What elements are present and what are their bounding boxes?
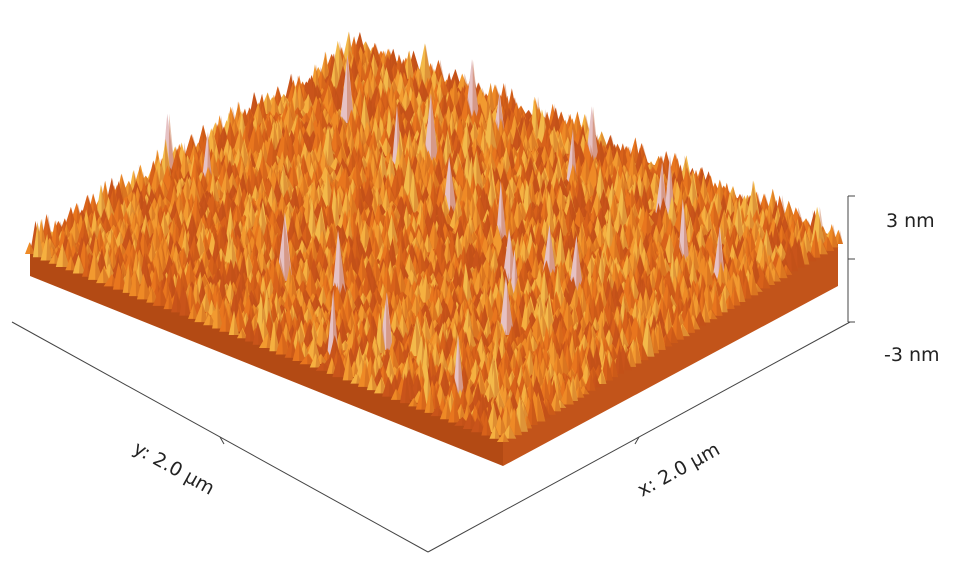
surface-part bbox=[461, 86, 469, 112]
surface-part bbox=[346, 53, 355, 124]
surface-part bbox=[274, 94, 281, 118]
surface-part bbox=[361, 139, 368, 163]
surface-part bbox=[319, 51, 330, 80]
surface-part bbox=[359, 94, 373, 137]
surface-part bbox=[320, 177, 328, 187]
surface-part bbox=[212, 151, 220, 179]
surface-part bbox=[482, 111, 498, 152]
surface-part bbox=[275, 134, 292, 161]
surface-part bbox=[269, 94, 281, 118]
surface-part bbox=[459, 95, 474, 125]
surface-part bbox=[179, 149, 191, 179]
surface-part bbox=[292, 158, 299, 188]
surface-part bbox=[245, 125, 261, 155]
surface-part bbox=[423, 93, 439, 163]
surface-part bbox=[329, 165, 339, 174]
surface-part bbox=[196, 151, 203, 172]
surface-part bbox=[329, 53, 341, 90]
surface-part bbox=[489, 82, 495, 112]
surface-part bbox=[454, 68, 463, 92]
surface-part bbox=[547, 107, 563, 138]
surface-part bbox=[278, 86, 285, 108]
surface-part bbox=[294, 84, 300, 114]
surface-part bbox=[271, 137, 279, 168]
surface-part bbox=[399, 103, 406, 133]
surface-part bbox=[542, 167, 550, 185]
surface-part bbox=[317, 161, 325, 181]
surface-part bbox=[318, 166, 335, 184]
surface-part bbox=[355, 161, 365, 190]
surface-part bbox=[517, 126, 525, 152]
surface-part bbox=[426, 150, 436, 173]
surface-part bbox=[302, 108, 309, 117]
surface-part bbox=[562, 145, 568, 158]
surface-part bbox=[449, 92, 458, 119]
surface-part bbox=[593, 140, 608, 167]
surface-part bbox=[531, 128, 540, 151]
surface-part bbox=[373, 53, 383, 83]
surface-part bbox=[219, 170, 232, 195]
surface-part bbox=[368, 161, 375, 183]
surface-part bbox=[441, 143, 447, 173]
surface-part bbox=[603, 134, 616, 154]
surface-part bbox=[559, 131, 565, 151]
surface-part bbox=[653, 155, 668, 180]
surface-part bbox=[339, 53, 355, 124]
surface-part bbox=[286, 174, 295, 191]
surface-part bbox=[265, 137, 279, 168]
surface-part bbox=[300, 83, 306, 111]
surface-part bbox=[169, 148, 184, 176]
surface-part bbox=[168, 113, 176, 173]
surface-part bbox=[303, 153, 311, 181]
surface-part bbox=[275, 97, 286, 114]
surface-part bbox=[230, 121, 239, 152]
surface-part bbox=[362, 122, 368, 147]
surface-part bbox=[592, 106, 600, 164]
surface-part bbox=[272, 121, 280, 151]
surface-part bbox=[556, 155, 564, 184]
surface-part bbox=[388, 54, 395, 83]
surface-part bbox=[329, 124, 345, 154]
surface-part bbox=[424, 43, 433, 86]
surface-part bbox=[201, 131, 213, 182]
surface-part bbox=[407, 50, 415, 79]
surface-part bbox=[334, 142, 350, 167]
surface-part bbox=[225, 170, 232, 195]
surface-part bbox=[179, 165, 185, 182]
surface-part bbox=[472, 59, 480, 122]
surface-part bbox=[184, 149, 191, 179]
surface-part bbox=[505, 95, 512, 118]
surface-part bbox=[490, 111, 498, 152]
surface-part bbox=[473, 109, 482, 129]
surface-part bbox=[298, 160, 305, 184]
surface-part bbox=[287, 158, 299, 188]
surface-part bbox=[633, 152, 640, 180]
surface-part bbox=[327, 125, 336, 167]
surface-part bbox=[627, 152, 640, 180]
surface-part bbox=[291, 97, 298, 124]
surface-3d bbox=[24, 31, 844, 466]
surface-part bbox=[291, 135, 297, 164]
surface-part bbox=[253, 125, 261, 155]
surface-part bbox=[552, 125, 562, 154]
surface-part bbox=[413, 50, 422, 76]
surface-part bbox=[430, 93, 439, 163]
surface-part bbox=[262, 153, 270, 181]
surface-part bbox=[324, 51, 330, 80]
surface-part bbox=[526, 134, 532, 155]
